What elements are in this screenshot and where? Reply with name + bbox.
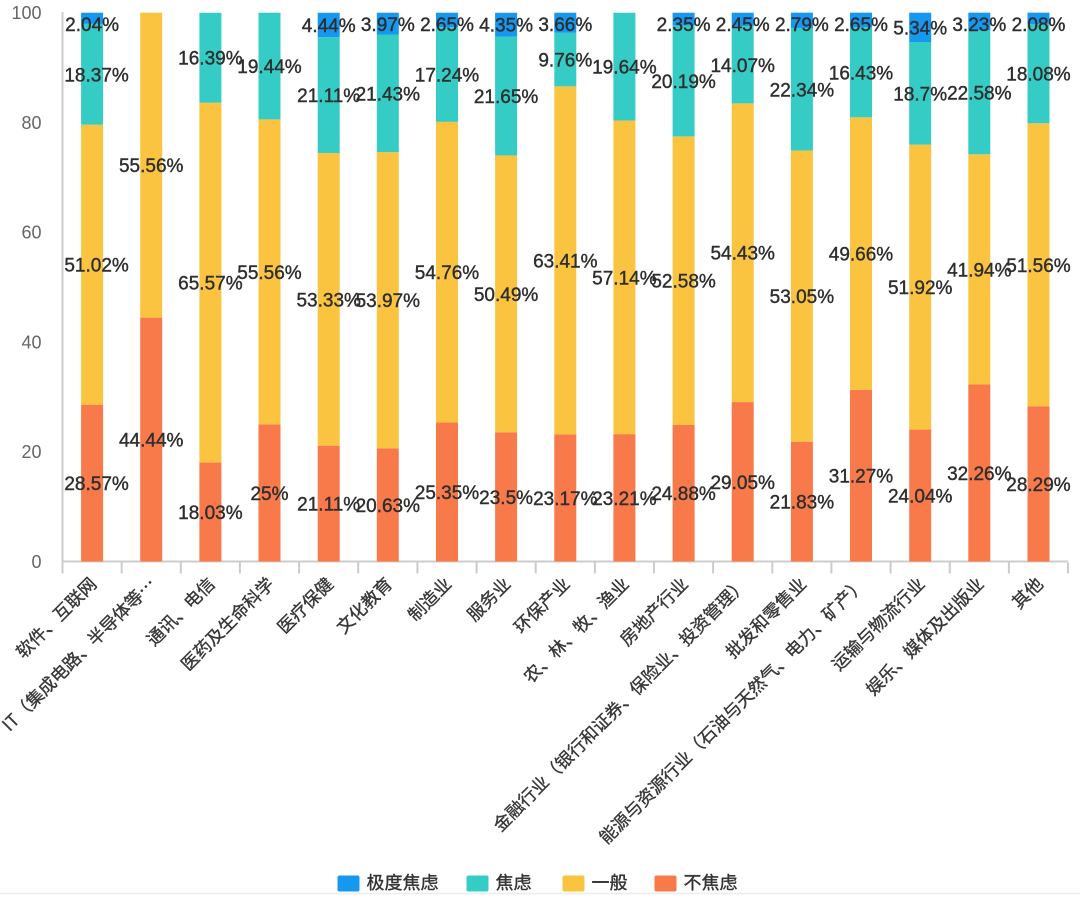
svg-text:22.58%: 22.58% [947, 83, 1012, 104]
svg-text:44.44%: 44.44% [119, 431, 184, 452]
svg-text:24.88%: 24.88% [651, 484, 716, 505]
svg-text:20: 20 [21, 442, 41, 462]
svg-text:3.66%: 3.66% [538, 15, 592, 36]
svg-text:80: 80 [21, 113, 41, 133]
svg-text:51.92%: 51.92% [888, 278, 953, 299]
svg-text:17.24%: 17.24% [415, 66, 480, 87]
svg-text:21.83%: 21.83% [770, 493, 835, 514]
svg-text:65.57%: 65.57% [178, 274, 243, 295]
svg-text:20.19%: 20.19% [651, 72, 716, 93]
svg-text:57.14%: 57.14% [592, 268, 657, 289]
svg-text:100: 100 [11, 3, 41, 23]
svg-text:16.39%: 16.39% [178, 49, 243, 70]
svg-text:29.05%: 29.05% [710, 473, 775, 494]
svg-text:4.35%: 4.35% [479, 16, 533, 37]
svg-text:2.79%: 2.79% [775, 15, 829, 36]
svg-text:14.07%: 14.07% [710, 56, 775, 77]
svg-text:3.23%: 3.23% [952, 15, 1006, 36]
svg-text:25.35%: 25.35% [415, 483, 480, 504]
svg-text:28.57%: 28.57% [64, 474, 129, 495]
svg-text:41.94%: 41.94% [947, 260, 1012, 281]
svg-text:21.43%: 21.43% [356, 84, 421, 105]
svg-text:24.04%: 24.04% [888, 487, 953, 508]
svg-text:2.45%: 2.45% [716, 15, 770, 36]
svg-text:5.34%: 5.34% [893, 18, 947, 39]
svg-text:51.02%: 51.02% [64, 256, 129, 277]
svg-text:53.05%: 53.05% [770, 287, 835, 308]
svg-text:2.65%: 2.65% [420, 15, 474, 36]
svg-text:19.64%: 19.64% [592, 58, 657, 79]
svg-text:53.33%: 53.33% [296, 290, 361, 311]
svg-text:2.08%: 2.08% [1012, 15, 1066, 36]
svg-text:55.56%: 55.56% [237, 263, 302, 284]
svg-text:54.43%: 54.43% [710, 244, 775, 265]
svg-text:3.97%: 3.97% [361, 15, 415, 36]
svg-text:23.5%: 23.5% [479, 488, 533, 509]
svg-text:60: 60 [21, 223, 41, 243]
svg-text:21.65%: 21.65% [474, 87, 539, 108]
svg-text:31.27%: 31.27% [829, 467, 894, 488]
svg-text:25%: 25% [250, 484, 288, 505]
svg-text:40: 40 [21, 333, 41, 353]
svg-text:32.26%: 32.26% [947, 464, 1012, 485]
svg-text:4.44%: 4.44% [302, 16, 356, 37]
svg-text:23.21%: 23.21% [592, 489, 657, 510]
svg-text:22.34%: 22.34% [770, 80, 835, 101]
svg-text:2.04%: 2.04% [65, 15, 119, 36]
svg-text:9.76%: 9.76% [538, 51, 592, 72]
svg-text:53.97%: 53.97% [356, 291, 421, 312]
svg-text:0: 0 [31, 552, 41, 572]
svg-text:19.44%: 19.44% [237, 57, 302, 78]
svg-text:21.11%: 21.11% [297, 86, 360, 107]
svg-text:18.37%: 18.37% [64, 65, 129, 86]
svg-text:21.11%: 21.11% [297, 495, 360, 516]
svg-text:55.56%: 55.56% [119, 156, 184, 177]
svg-text:18.08%: 18.08% [1006, 65, 1071, 86]
svg-text:50.49%: 50.49% [474, 285, 539, 306]
svg-text:28.29%: 28.29% [1006, 475, 1071, 496]
svg-text:18.03%: 18.03% [178, 503, 243, 524]
svg-text:2.65%: 2.65% [834, 15, 888, 36]
svg-text:52.58%: 52.58% [651, 272, 716, 293]
svg-text:2.35%: 2.35% [657, 15, 711, 36]
svg-text:51.56%: 51.56% [1006, 256, 1071, 277]
svg-text:16.43%: 16.43% [829, 63, 894, 84]
svg-text:63.41%: 63.41% [533, 251, 598, 272]
svg-text:54.76%: 54.76% [415, 263, 480, 284]
svg-text:23.17%: 23.17% [533, 489, 598, 510]
svg-text:20.63%: 20.63% [356, 496, 421, 517]
svg-text:49.66%: 49.66% [829, 245, 894, 266]
svg-text:18.7%: 18.7% [893, 84, 947, 105]
